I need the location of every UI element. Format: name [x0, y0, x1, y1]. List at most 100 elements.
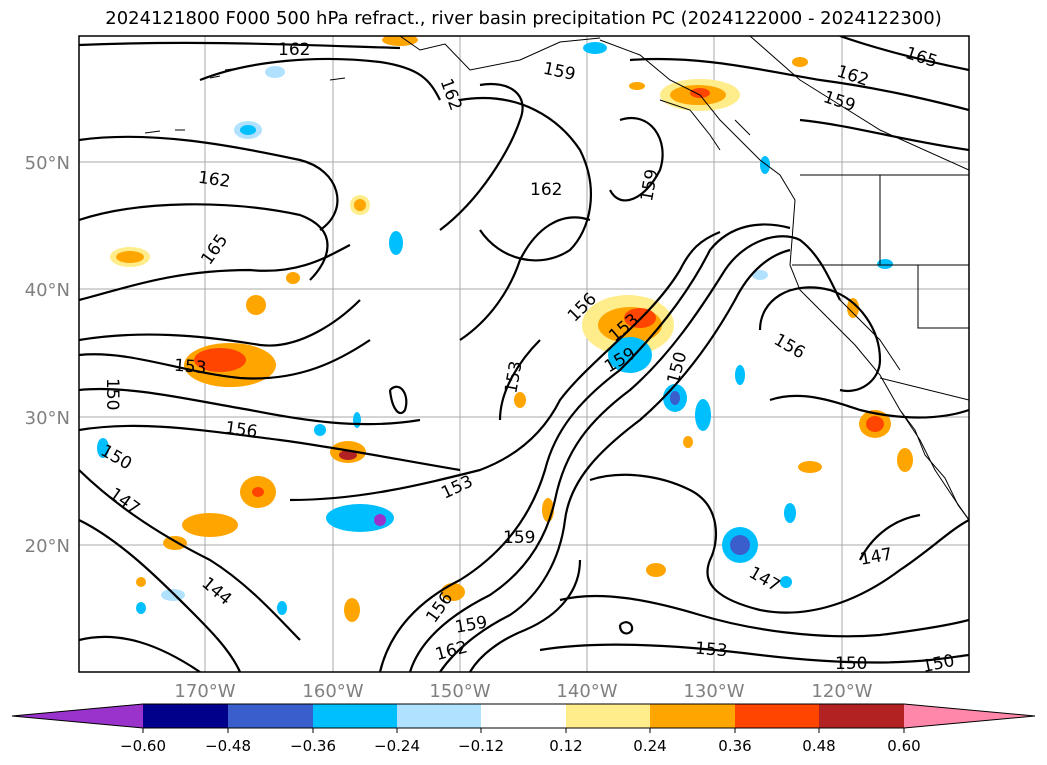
positive-anomaly	[897, 448, 913, 472]
lon-tick-label: 120°W	[811, 681, 872, 702]
positive-anomaly	[798, 461, 822, 473]
colorbar: −0.60 −0.48 −0.36 −0.24 −0.12 0.12 0.24 …	[11, 703, 1036, 755]
contour-line	[859, 513, 921, 561]
contour-line	[408, 235, 841, 672]
positive-anomaly	[646, 563, 666, 577]
positive-anomaly	[382, 36, 418, 46]
negative-anomaly	[389, 231, 403, 255]
contour-line	[559, 594, 969, 638]
contour-line	[589, 473, 969, 614]
contour-line	[79, 203, 329, 281]
contour-line	[618, 621, 634, 635]
contour-line	[439, 248, 791, 672]
positive-anomaly	[182, 513, 238, 537]
contour-line	[758, 286, 882, 393]
lat-tick-label: 50°N	[25, 153, 70, 174]
negative-anomaly	[353, 412, 361, 428]
positive-anomaly	[339, 450, 357, 460]
contour-line	[289, 230, 721, 502]
positive-anomaly	[629, 82, 645, 90]
colorbar-tick-label: 0.24	[633, 737, 666, 755]
colorbar-tick-label: 0.36	[718, 737, 751, 755]
contour-line	[378, 223, 791, 672]
contour-line	[469, 559, 582, 672]
contour-label: 162	[197, 168, 232, 192]
positive-anomaly	[792, 57, 808, 67]
contour-line	[79, 244, 351, 302]
lat-tick-labels: 50°N 40°N 30°N 20°N	[25, 153, 70, 557]
colorbar-tick-label: −0.60	[120, 737, 166, 755]
contour-line	[79, 41, 401, 50]
contour-label: 162	[530, 180, 562, 200]
negative-anomaly	[752, 270, 768, 280]
negative-anomaly	[314, 424, 326, 436]
contour-line	[498, 339, 541, 421]
negative-anomaly	[760, 156, 770, 174]
lon-tick-label: 130°W	[683, 681, 744, 702]
contour-line	[439, 82, 524, 231]
refractivity-contours	[79, 36, 969, 672]
positive-anomaly	[514, 392, 526, 408]
map-content: 162 162 159 162 159 165 162 162 159 165 …	[79, 36, 969, 677]
map-title: 2024121800 F000 500 hPa refract., river …	[105, 8, 942, 29]
contour-label: 153	[694, 639, 728, 662]
contour-line	[388, 385, 408, 415]
contour-label: 153	[173, 356, 207, 379]
colorbar-tick-label: 0.12	[549, 737, 582, 755]
contour-line	[799, 118, 969, 152]
positive-anomaly	[344, 598, 360, 622]
contour-label: 150	[920, 651, 956, 677]
positive-anomaly	[163, 536, 187, 550]
contour-line	[79, 635, 201, 672]
negative-anomaly	[608, 337, 652, 373]
contour-line	[629, 57, 969, 112]
negative-anomaly	[240, 125, 256, 135]
colorbar-segment	[313, 704, 397, 728]
contour-line	[79, 519, 242, 672]
contour-line	[79, 424, 461, 472]
precip-shading	[97, 36, 913, 622]
contour-label: 162	[278, 40, 310, 60]
positive-anomaly	[136, 577, 146, 587]
contour-line	[609, 117, 664, 202]
positive-anomaly	[847, 298, 859, 318]
positive-anomaly	[866, 416, 884, 432]
negative-anomaly	[735, 365, 745, 385]
positive-anomaly	[354, 199, 366, 211]
contour-line	[839, 36, 969, 72]
colorbar-segment	[397, 704, 481, 728]
negative-anomaly	[730, 535, 750, 555]
colorbar-segment	[143, 704, 228, 728]
positive-anomaly	[286, 272, 300, 284]
colorbar-extend-low	[12, 704, 143, 728]
colorbar-segment	[819, 704, 904, 728]
negative-anomaly	[265, 66, 285, 78]
contour-line	[79, 135, 339, 231]
negative-anomaly	[161, 589, 185, 601]
contour-line	[79, 469, 301, 641]
lon-tick-labels: 170°W 160°W 150°W 140°W 130°W 120°W	[174, 681, 872, 702]
colorbar-tick-label: −0.24	[374, 737, 420, 755]
negative-anomaly	[277, 601, 287, 615]
lon-tick-label: 140°W	[556, 681, 617, 702]
contour-label: 156	[224, 418, 259, 442]
positive-anomaly	[252, 487, 264, 497]
contour-label: 159	[503, 528, 535, 548]
colorbar-tick-label: 0.48	[802, 737, 835, 755]
map-frame	[78, 35, 970, 673]
colorbar-segment	[735, 704, 819, 728]
positive-anomaly	[683, 436, 693, 448]
negative-anomaly	[97, 438, 109, 458]
negative-anomaly	[784, 503, 796, 523]
negative-anomaly	[583, 42, 607, 54]
contour-line	[459, 216, 591, 341]
lon-tick-label: 170°W	[174, 681, 235, 702]
colorbar-segment	[228, 704, 313, 728]
colorbar-segment	[481, 704, 566, 728]
lat-tick-label: 30°N	[25, 408, 70, 429]
colorbar-segment	[650, 704, 735, 728]
coastlines	[144, 36, 969, 521]
colorbar-tick-label: −0.36	[290, 737, 336, 755]
contour-label: 150	[102, 378, 122, 410]
contour-line	[79, 339, 371, 380]
